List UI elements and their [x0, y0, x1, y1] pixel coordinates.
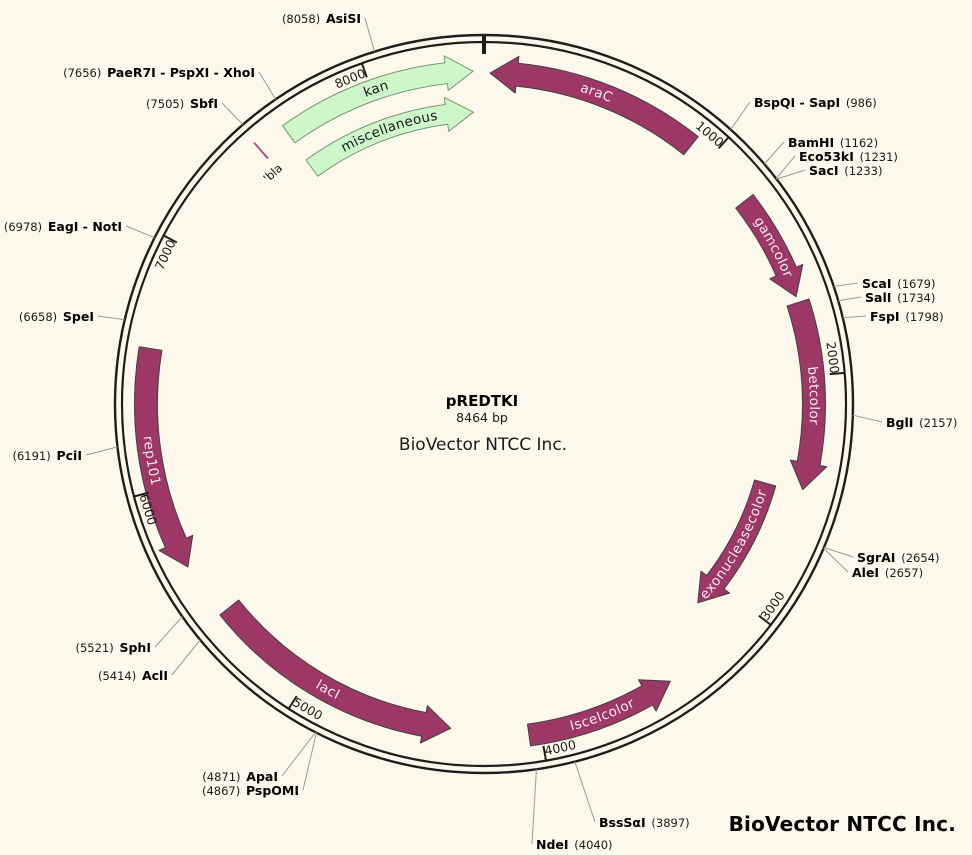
- site-leader-EagINotI: [125, 225, 155, 239]
- site-label-Eco53kI: Eco53kI (1231): [799, 149, 898, 164]
- feature-arrow-rep101: [133, 346, 194, 568]
- site-label-NdeI: NdeI (4040): [536, 837, 613, 852]
- site-label-BglI: BglI (2157): [886, 415, 957, 430]
- tick-mark-5000: [287, 695, 298, 710]
- restriction-sites-layer: BspQI - SapI (986) BamHI (1162)Eco53kI (1…: [4, 11, 958, 852]
- plasmid-name: pREDTKI: [446, 392, 518, 410]
- site-label-PciI: (6191) PciI: [12, 448, 82, 463]
- site-leader-PspOMI: [302, 732, 317, 791]
- site-label-AclI: (5414) AclI: [98, 668, 168, 683]
- site-leader-SbfI: [221, 102, 244, 125]
- site-leader-SgrAI: [823, 547, 854, 558]
- partial-feature-markers-layer: 'bla: [253, 142, 285, 185]
- site-leader-PaeR7IPspXIXhoI: [258, 71, 277, 100]
- tick-mark-1000: [717, 136, 730, 149]
- feature-arrow-gamcolor: [735, 194, 804, 298]
- site-label-PspOMI: (4867) PspOMI: [202, 783, 299, 798]
- site-label-PaeR7IPspXIXhoI: (7656) PaeR7I - PspXI - XhoI: [63, 65, 255, 80]
- feature-arrow-miscellaneous: [305, 97, 474, 177]
- feature-label-kan: kan: [361, 77, 390, 100]
- plasmid-center-caption: pREDTKI 8464 bp BioVector NTCC Inc.: [399, 392, 567, 455]
- site-label-SphI: (5521) SphI: [75, 640, 151, 655]
- site-label-BamHI: BamHI (1162): [788, 135, 878, 150]
- site-leader-SphI: [154, 616, 183, 648]
- site-leader-ApaI: [281, 731, 316, 777]
- site-leader-FspI: [842, 315, 867, 319]
- site-leader-Eco53kI: [775, 155, 796, 179]
- site-label-AleI: AleI (2657): [852, 565, 923, 580]
- tick-label-2000: 2000: [823, 341, 842, 375]
- site-leader-AsiSI: [364, 17, 375, 52]
- site-leader-AleI: [823, 547, 849, 573]
- site-leader-BspQISapI: [730, 101, 751, 130]
- tick-mark-8000: [360, 62, 368, 78]
- feature-arrow-exonucleasecolor: [697, 479, 777, 604]
- tick-mark-7000: [163, 234, 178, 244]
- feature-arrow-lacI: [219, 599, 452, 744]
- tick-label-7000: 7000: [152, 237, 179, 272]
- site-leader-NdeI: [531, 769, 537, 845]
- site-leader-PciI: [85, 446, 118, 456]
- site-label-BssSI: BssSαI (3897): [599, 815, 690, 830]
- tick-mark-3000: [758, 614, 772, 626]
- site-label-FspI: FspI (1798): [870, 309, 944, 324]
- site-leader-BglI: [852, 414, 883, 423]
- feature-arrow-IsceIcolor: [527, 679, 671, 747]
- site-label-ScaI: ScaI (1679): [862, 276, 936, 291]
- site-leader-AclI: [171, 639, 201, 676]
- plasmid-company-caption: BioVector NTCC Inc.: [399, 435, 567, 455]
- feature-label-exonucleasecolor: exonucleasecolor: [697, 488, 771, 603]
- site-label-SpeI: (6658) SpeI: [19, 309, 94, 324]
- site-leader-SpeI: [97, 315, 125, 321]
- site-leader-BssSI: [574, 761, 596, 823]
- site-label-SbfI: (7505) SbfI: [146, 96, 218, 111]
- tick-label-4000: 4000: [543, 737, 577, 759]
- feature-arrow-kan: [282, 55, 474, 144]
- feature-arrow-araC: [489, 55, 699, 156]
- tick-mark-6000: [133, 491, 149, 498]
- site-leader-SacI: [776, 169, 806, 180]
- tick-mark-2000: [829, 371, 845, 376]
- site-label-SacI: SacI (1233): [809, 163, 883, 178]
- site-label-AsiSI: (8058) AsiSI: [282, 11, 361, 26]
- site-leader-ScaI: [833, 282, 859, 287]
- plasmid-backbone-ring: [113, 33, 855, 775]
- plasmid-size: 8464 bp: [456, 410, 508, 425]
- feature-arrow-betcolor: [786, 298, 828, 491]
- tick-mark-4000: [542, 745, 548, 761]
- tick-label-3000: 3000: [757, 588, 788, 623]
- partial-feature-label-bla: 'bla: [260, 161, 285, 185]
- feature-label-betcolor: betcolor: [804, 366, 822, 426]
- site-leader-BamHI: [763, 141, 785, 165]
- site-label-SalI: SalI (1734): [865, 290, 935, 305]
- site-label-ApaI: (4871) ApaI: [202, 769, 278, 784]
- brand-watermark: BioVector NTCC Inc.: [728, 812, 956, 836]
- site-label-SgrAI: SgrAI (2654): [857, 550, 939, 565]
- site-label-EagINotI: (6978) EagI - NotI: [4, 219, 122, 234]
- backbone-outer-circle: [113, 33, 855, 775]
- partial-feature-tick-bla: [253, 142, 269, 160]
- site-leader-SalI: [838, 296, 862, 302]
- site-label-BspQISapI: BspQI - SapI (986): [754, 95, 877, 110]
